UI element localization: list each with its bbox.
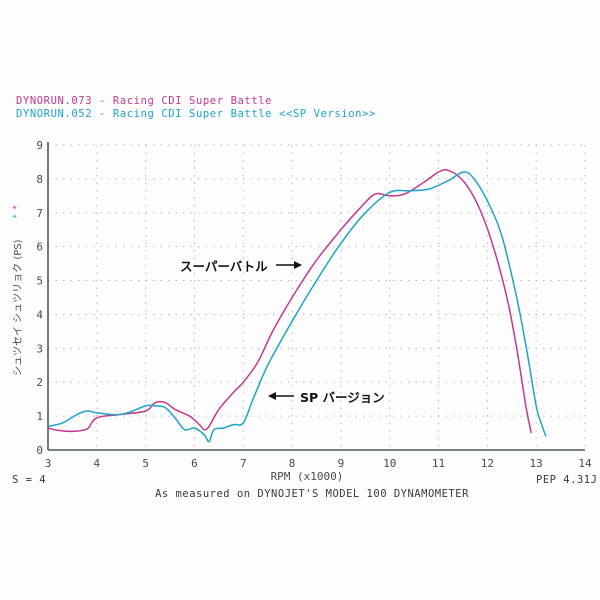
x-tick-label: 6: [191, 457, 198, 470]
annotation-super-battle-label: スーパーバトル: [180, 259, 268, 274]
y-axis-label: シュツセイ シュツリョク (PS): [12, 239, 24, 376]
data-lines: [47, 169, 547, 443]
series-line-1: [47, 169, 533, 434]
y-tick-label: 8: [36, 173, 43, 186]
x-tick-label: 11: [432, 457, 445, 470]
x-tick-label: 8: [289, 457, 296, 470]
y-tick-label: 0: [36, 444, 43, 457]
x-tick-label: 3: [45, 457, 52, 470]
annotation-super-battle: スーパーバトル: [180, 259, 302, 274]
x-tick-label: 14: [578, 457, 592, 470]
y-tick-label: 9: [36, 139, 43, 152]
arrow-right-icon: [276, 261, 302, 269]
y-tick-label: 7: [36, 207, 43, 220]
x-tick-label: 5: [142, 457, 149, 470]
x-axis-ticks: 3 4 5 6 7 8 9 10 11 12 13 14: [45, 457, 592, 470]
annotation-sp-version-label: SP バージョン: [300, 390, 385, 405]
legend-series-2: DYNORUN.052 - Racing CDI Super Battle <<…: [16, 108, 376, 120]
series-line-2: [47, 171, 547, 443]
arrow-left-icon: [268, 392, 294, 400]
legend-series-1: DYNORUN.073 - Racing CDI Super Battle: [16, 95, 273, 107]
measured-note: As measured on DYNOJET'S MODEL 100 DYNAM…: [155, 488, 469, 500]
axes: [47, 142, 585, 451]
y-tick-label: 2: [36, 376, 43, 389]
x-tick-label: 10: [383, 457, 396, 470]
x-tick-label: 4: [94, 457, 101, 470]
x-tick-label: 12: [481, 457, 494, 470]
series2-marker-icon: *: [12, 214, 22, 219]
smoothing-label: S = 4: [12, 474, 46, 486]
y-tick-label: 4: [36, 308, 43, 321]
x-tick-label: 7: [240, 457, 247, 470]
y-tick-label: 3: [36, 342, 43, 355]
annotation-sp-version: SP バージョン: [268, 390, 385, 405]
y-tick-label: 5: [36, 275, 43, 288]
pep-label: PEP 4.31J: [536, 474, 597, 486]
series1-marker-icon: *: [12, 205, 22, 210]
series-markers: * *: [12, 205, 22, 219]
x-tick-label: 9: [338, 457, 345, 470]
x-axis-label: RPM (x1000): [271, 470, 344, 483]
y-axis-ticks: 0 1 2 3 4 5 6 7 8 9: [36, 139, 43, 457]
y-tick-label: 6: [36, 241, 43, 254]
x-tick-label: 13: [530, 457, 543, 470]
y-tick-label: 1: [36, 410, 43, 423]
